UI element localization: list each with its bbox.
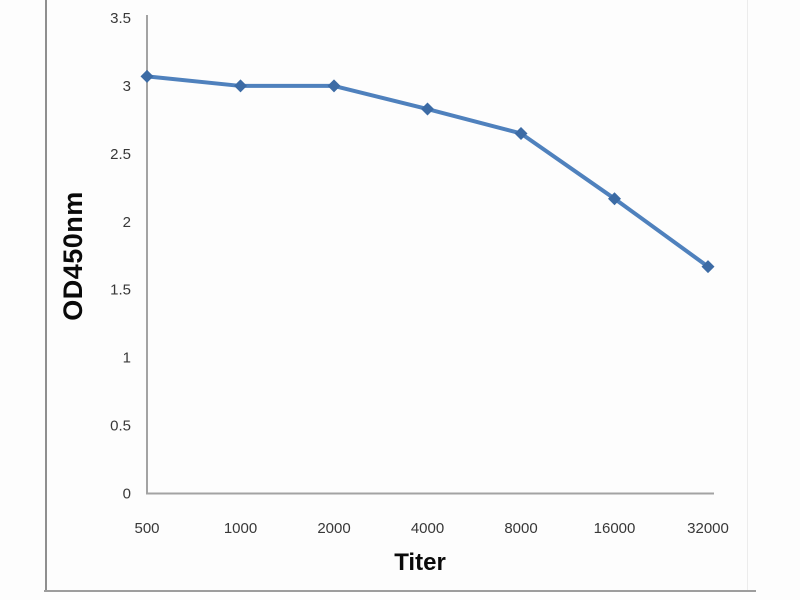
x-tick-label: 8000 bbox=[504, 520, 537, 537]
y-tick-label: 2 bbox=[123, 214, 131, 231]
data-point-marker bbox=[608, 192, 621, 206]
data-point-marker bbox=[234, 79, 247, 93]
x-tick-label: 16000 bbox=[594, 520, 636, 537]
x-tick-label: 1000 bbox=[224, 520, 257, 537]
data-point-marker bbox=[327, 79, 341, 93]
data-point-marker bbox=[701, 260, 715, 274]
data-point-marker bbox=[140, 69, 154, 83]
image-frame-bottom-border bbox=[44, 590, 756, 592]
y-tick-label: 0.5 bbox=[110, 418, 131, 435]
x-tick-label: 32000 bbox=[687, 520, 729, 537]
y-tick-label: 2.5 bbox=[110, 146, 131, 163]
y-axis-title: OD450nm bbox=[58, 191, 88, 321]
data-point-marker bbox=[421, 102, 434, 116]
x-axis-title: Titer bbox=[394, 549, 446, 576]
y-tick-label: 1 bbox=[123, 350, 131, 367]
x-tick-label: 2000 bbox=[317, 520, 350, 537]
y-tick-label: 1.5 bbox=[110, 282, 131, 299]
x-tick-label: 500 bbox=[134, 520, 159, 537]
data-point-marker bbox=[514, 126, 528, 140]
x-tick-label: 4000 bbox=[411, 520, 444, 537]
y-tick-label: 3 bbox=[123, 78, 131, 95]
y-tick-label: 0 bbox=[123, 486, 131, 503]
image-frame-right-border bbox=[747, 0, 748, 591]
image-frame-left-border bbox=[45, 0, 47, 591]
y-tick-label: 3.5 bbox=[110, 10, 131, 27]
